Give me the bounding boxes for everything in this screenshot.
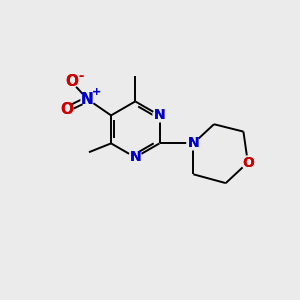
Text: O: O — [65, 74, 78, 89]
Circle shape — [129, 151, 142, 164]
Text: +: + — [92, 87, 101, 97]
Circle shape — [187, 137, 200, 150]
Text: O: O — [60, 102, 73, 117]
Text: +: + — [92, 87, 101, 97]
Text: -: - — [78, 70, 83, 83]
Text: N: N — [130, 150, 141, 164]
Text: N: N — [154, 108, 165, 122]
Circle shape — [153, 109, 166, 122]
Circle shape — [60, 103, 73, 116]
Text: N: N — [154, 108, 165, 122]
Text: N: N — [130, 150, 141, 164]
Text: O: O — [242, 155, 254, 170]
Text: O: O — [60, 102, 73, 117]
Text: O: O — [242, 155, 254, 170]
Circle shape — [242, 156, 254, 169]
Text: N: N — [81, 92, 94, 107]
Text: O: O — [65, 74, 78, 89]
Circle shape — [65, 75, 78, 88]
Text: N: N — [188, 136, 199, 150]
Text: -: - — [78, 70, 83, 83]
Circle shape — [81, 93, 94, 106]
Text: N: N — [81, 92, 94, 107]
Text: N: N — [188, 136, 199, 150]
